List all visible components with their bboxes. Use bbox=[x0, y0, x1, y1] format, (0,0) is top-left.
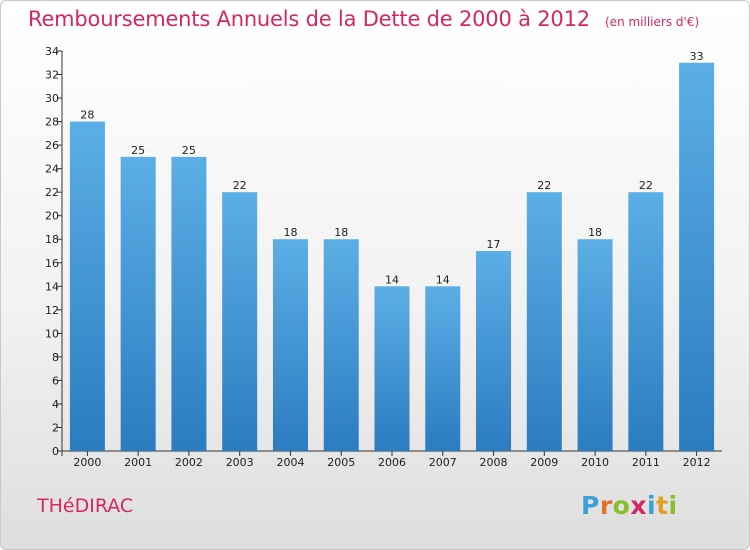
bar-2007 bbox=[425, 286, 461, 451]
bar-2006 bbox=[374, 286, 410, 451]
y-tick-label: 20 bbox=[45, 210, 59, 223]
data-labels: 28 25 25 22 18 18 14 14 17 22 18 22 33 bbox=[80, 50, 703, 287]
logo-letter: o bbox=[612, 491, 631, 520]
data-label-2006: 14 bbox=[385, 273, 399, 286]
x-tick-label: 2002 bbox=[175, 456, 203, 469]
y-tick-label: 22 bbox=[45, 186, 59, 199]
logo-letter: i bbox=[668, 491, 678, 520]
y-tick-label: 14 bbox=[45, 280, 59, 293]
logo-letter: P bbox=[581, 491, 600, 520]
bar-2009 bbox=[526, 192, 562, 452]
y-tick-label: 30 bbox=[45, 92, 59, 105]
title-row: Remboursements Annuels de la Dette de 20… bbox=[28, 7, 699, 31]
bars bbox=[69, 62, 715, 452]
y-tick-label: 32 bbox=[45, 69, 59, 82]
data-label-2000: 28 bbox=[80, 109, 94, 122]
bar-2010 bbox=[577, 239, 613, 451]
data-label-2008: 17 bbox=[487, 238, 501, 251]
y-tick-label: 34 bbox=[45, 45, 59, 58]
y-tick-label: 6 bbox=[52, 374, 59, 387]
y-tick-label: 28 bbox=[45, 116, 59, 129]
data-label-2012: 33 bbox=[690, 50, 704, 63]
y-tick-label: 4 bbox=[52, 398, 59, 411]
x-tick-label: 2008 bbox=[480, 456, 508, 469]
y-tick-label: 10 bbox=[45, 327, 59, 340]
x-tick-label: 2010 bbox=[581, 456, 609, 469]
x-tick-label: 2001 bbox=[124, 456, 152, 469]
proxiti-logo: Proxiti bbox=[581, 491, 678, 520]
x-tick-label: 2004 bbox=[276, 456, 304, 469]
data-label-2009: 22 bbox=[537, 179, 551, 192]
x-tick-label: 2003 bbox=[226, 456, 254, 469]
data-label-2011: 22 bbox=[639, 179, 653, 192]
bar-2005 bbox=[323, 239, 359, 451]
data-label-2003: 22 bbox=[233, 179, 247, 192]
y-tick-label: 8 bbox=[52, 351, 59, 364]
y-tick-label: 12 bbox=[45, 304, 59, 317]
x-tick-label: 2006 bbox=[378, 456, 406, 469]
bar-2012 bbox=[679, 62, 715, 451]
logo-letter: t bbox=[656, 491, 669, 520]
x-tick-label: 2012 bbox=[683, 456, 711, 469]
y-tick-label: 24 bbox=[45, 163, 59, 176]
y-tick-label: 0 bbox=[52, 445, 59, 458]
data-label-2010: 18 bbox=[588, 226, 602, 239]
x-tick-label: 2005 bbox=[327, 456, 355, 469]
bar-2011 bbox=[628, 192, 664, 452]
logo-letter: x bbox=[630, 491, 647, 520]
bar-2001 bbox=[120, 156, 156, 451]
data-label-2005: 18 bbox=[334, 226, 348, 239]
bar-2003 bbox=[222, 192, 258, 452]
x-tick-label: 2007 bbox=[429, 456, 457, 469]
data-label-2002: 25 bbox=[182, 144, 196, 157]
logo-letter: i bbox=[647, 491, 657, 520]
commune-name: THéDIRAC bbox=[37, 495, 134, 517]
x-tick-label: 2000 bbox=[73, 456, 101, 469]
data-label-2001: 25 bbox=[131, 144, 145, 157]
y-tick-label: 2 bbox=[52, 421, 59, 434]
y-tick-label: 26 bbox=[45, 139, 59, 152]
data-label-2007: 14 bbox=[436, 273, 450, 286]
logo-letter: r bbox=[599, 491, 613, 520]
y-tick-label: 18 bbox=[45, 233, 59, 246]
bar-2002 bbox=[171, 156, 207, 451]
x-tick-label: 2009 bbox=[530, 456, 558, 469]
bar-2004 bbox=[272, 239, 308, 451]
data-label-2004: 18 bbox=[283, 226, 297, 239]
y-tick-label: 16 bbox=[45, 257, 59, 270]
bar-2000 bbox=[69, 121, 105, 452]
unit-label: (en milliers d'€) bbox=[605, 15, 700, 29]
bar-2008 bbox=[476, 251, 512, 451]
chart-title: Remboursements Annuels de la Dette de 20… bbox=[28, 7, 590, 31]
x-tick-label: 2011 bbox=[632, 456, 660, 469]
